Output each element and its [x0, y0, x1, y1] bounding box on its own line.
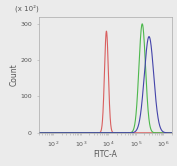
Y-axis label: Count: Count	[10, 63, 19, 86]
Text: (x 10²): (x 10²)	[15, 4, 39, 12]
X-axis label: FITC-A: FITC-A	[93, 150, 117, 159]
